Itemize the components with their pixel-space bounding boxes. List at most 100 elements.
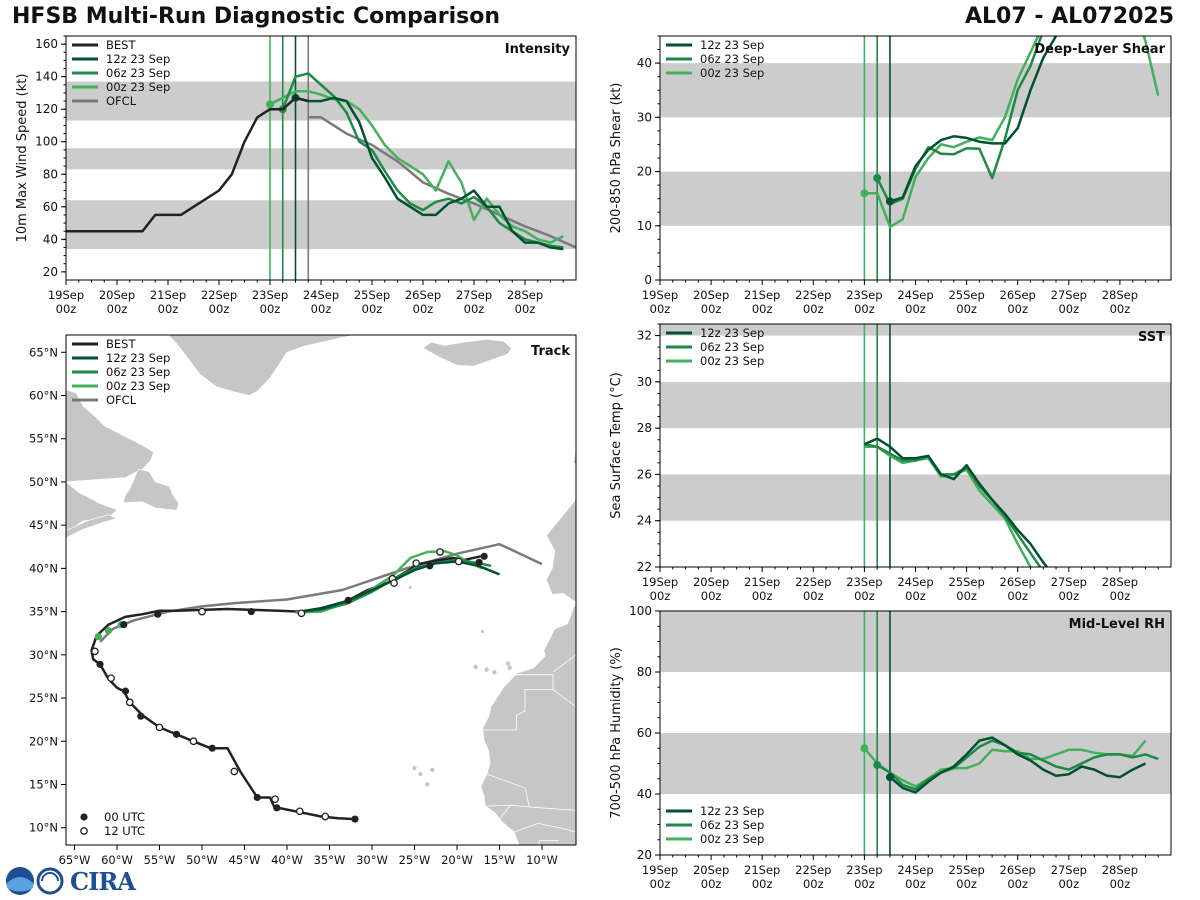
x-tick-date: 22Sep [795, 863, 831, 877]
x-tick-date: 26Sep [1000, 288, 1036, 302]
lon-label: 60°W [101, 853, 133, 867]
x-tick-date: 28Sep [1102, 575, 1138, 589]
y-tick-label: 32 [637, 329, 652, 343]
x-tick-date: 21Sep [744, 575, 780, 589]
lon-label: 65°W [59, 853, 91, 867]
legend-marker-12utc [80, 827, 88, 835]
x-tick-hour: 00z [854, 302, 875, 316]
x-tick-date: 20Sep [99, 288, 135, 302]
canary-island [507, 665, 512, 670]
atlantic-island [480, 629, 485, 634]
x-tick-hour: 00z [956, 302, 977, 316]
lat-label: 25°N [29, 691, 58, 705]
lon-label: 40°W [271, 853, 303, 867]
x-tick-date: 20Sep [693, 288, 729, 302]
x-tick-date: 26Sep [405, 288, 441, 302]
y-tick-label: 30 [637, 110, 652, 124]
cape-verde-island [430, 767, 435, 772]
best-marker-12utc [189, 737, 198, 746]
y-tick-label: 80 [43, 167, 58, 181]
cape-verde-island [425, 782, 430, 787]
country-border [486, 773, 530, 808]
best-marker-12utc [454, 557, 463, 566]
panel-rh: 2040608010019Sep00z20Sep00z21Sep00z22Sep… [609, 604, 1172, 891]
best-marker-12utc [198, 607, 206, 616]
threshold-band [66, 200, 576, 250]
ireland-land [573, 436, 576, 466]
figure-title: HFSB Multi-Run Diagnostic Comparison [12, 4, 500, 29]
best-marker-00utc [154, 610, 162, 618]
x-tick-hour: 00z [1058, 877, 1079, 891]
x-tick-hour: 00z [107, 302, 128, 316]
x-tick-date: 23Sep [846, 863, 882, 877]
legend-label-run00: 00z 23 Sep [106, 80, 170, 94]
best-marker-00utc [247, 608, 255, 616]
y-tick-label: 60 [637, 726, 652, 740]
legend-label-run12: 12z 23 Sep [106, 351, 170, 365]
legend-label-run12: 12z 23 Sep [106, 52, 170, 66]
series-run12 [889, 36, 1058, 203]
x-tick-hour: 00z [650, 589, 671, 603]
y-tick-label: 0 [644, 273, 652, 287]
x-tick-date: 25Sep [948, 575, 984, 589]
panel-title-sst: SST [1138, 330, 1165, 345]
x-tick-date: 23Sep [846, 575, 882, 589]
x-tick-date: 21Sep [744, 863, 780, 877]
best-marker-00utc [121, 687, 130, 695]
series-run12 [889, 736, 1147, 794]
x-tick-hour: 00z [413, 302, 434, 316]
y-tick-label: 24 [637, 514, 652, 528]
panel-intensity: 2040608010012014016019Sep00z20Sep00z21Se… [15, 35, 577, 316]
lat-label: 40°N [29, 561, 58, 575]
y-tick-label: 80 [637, 665, 652, 679]
y-axis-label-intensity: 10m Max Wind Speed (kt) [15, 74, 30, 243]
x-tick-date: 25Sep [948, 288, 984, 302]
track-best [90, 555, 482, 821]
x-tick-hour: 00z [1058, 589, 1079, 603]
brittany-land [575, 494, 576, 502]
x-tick-date: 25Sep [354, 288, 390, 302]
lon-label: 30°W [356, 853, 388, 867]
best-marker-00utc [426, 562, 434, 570]
canary-island [473, 664, 478, 670]
threshold-band [660, 381, 1171, 429]
noaa-cira-emblem-icon [6, 867, 64, 895]
y-tick-label: 100 [629, 604, 652, 618]
x-tick-hour: 00z [701, 589, 722, 603]
x-tick-hour: 00z [905, 589, 926, 603]
x-tick-hour: 00z [905, 877, 926, 891]
x-tick-hour: 00z [464, 302, 485, 316]
y-tick-label: 20 [43, 265, 58, 279]
best-marker-00utc [208, 744, 216, 752]
country-border [513, 822, 576, 833]
x-tick-date: 28Sep [1102, 288, 1138, 302]
track-run12 [299, 560, 500, 613]
storm-id: AL07 - AL072025 [965, 4, 1174, 29]
x-tick-date: 23Sep [252, 288, 288, 302]
series-run12 [295, 96, 564, 251]
cornwall-land [575, 477, 576, 483]
x-tick-hour: 00z [905, 302, 926, 316]
x-tick-date: 22Sep [795, 575, 831, 589]
best-marker-00utc [120, 620, 128, 629]
country-border [485, 804, 576, 811]
y-tick-label: 26 [637, 467, 652, 481]
track-point-run00 [94, 633, 102, 641]
x-tick-date: 24Sep [303, 288, 339, 302]
canary-island [484, 667, 489, 672]
x-tick-date: 27Sep [1051, 288, 1087, 302]
lon-label: 50°W [186, 853, 218, 867]
lat-label: 20°N [29, 734, 58, 748]
lat-label: 45°N [29, 518, 58, 532]
country-border [552, 654, 576, 673]
panel-track: 65°W 60°W 55°W 50°W 45°W 40°W 35°W 30°W 25°W 20°W… [29, 334, 577, 867]
legend-label-run00: 00z 23 Sep [700, 832, 764, 846]
lon-label: 55°W [144, 853, 176, 867]
legend-label-run00: 00z 23 Sep [700, 354, 764, 368]
y-tick-label: 140 [35, 70, 58, 84]
best-marker-00utc [172, 730, 181, 738]
iceland-land [422, 338, 512, 367]
country-border [499, 804, 511, 820]
lon-label: 15°W [484, 853, 516, 867]
x-tick-hour: 00z [650, 302, 671, 316]
